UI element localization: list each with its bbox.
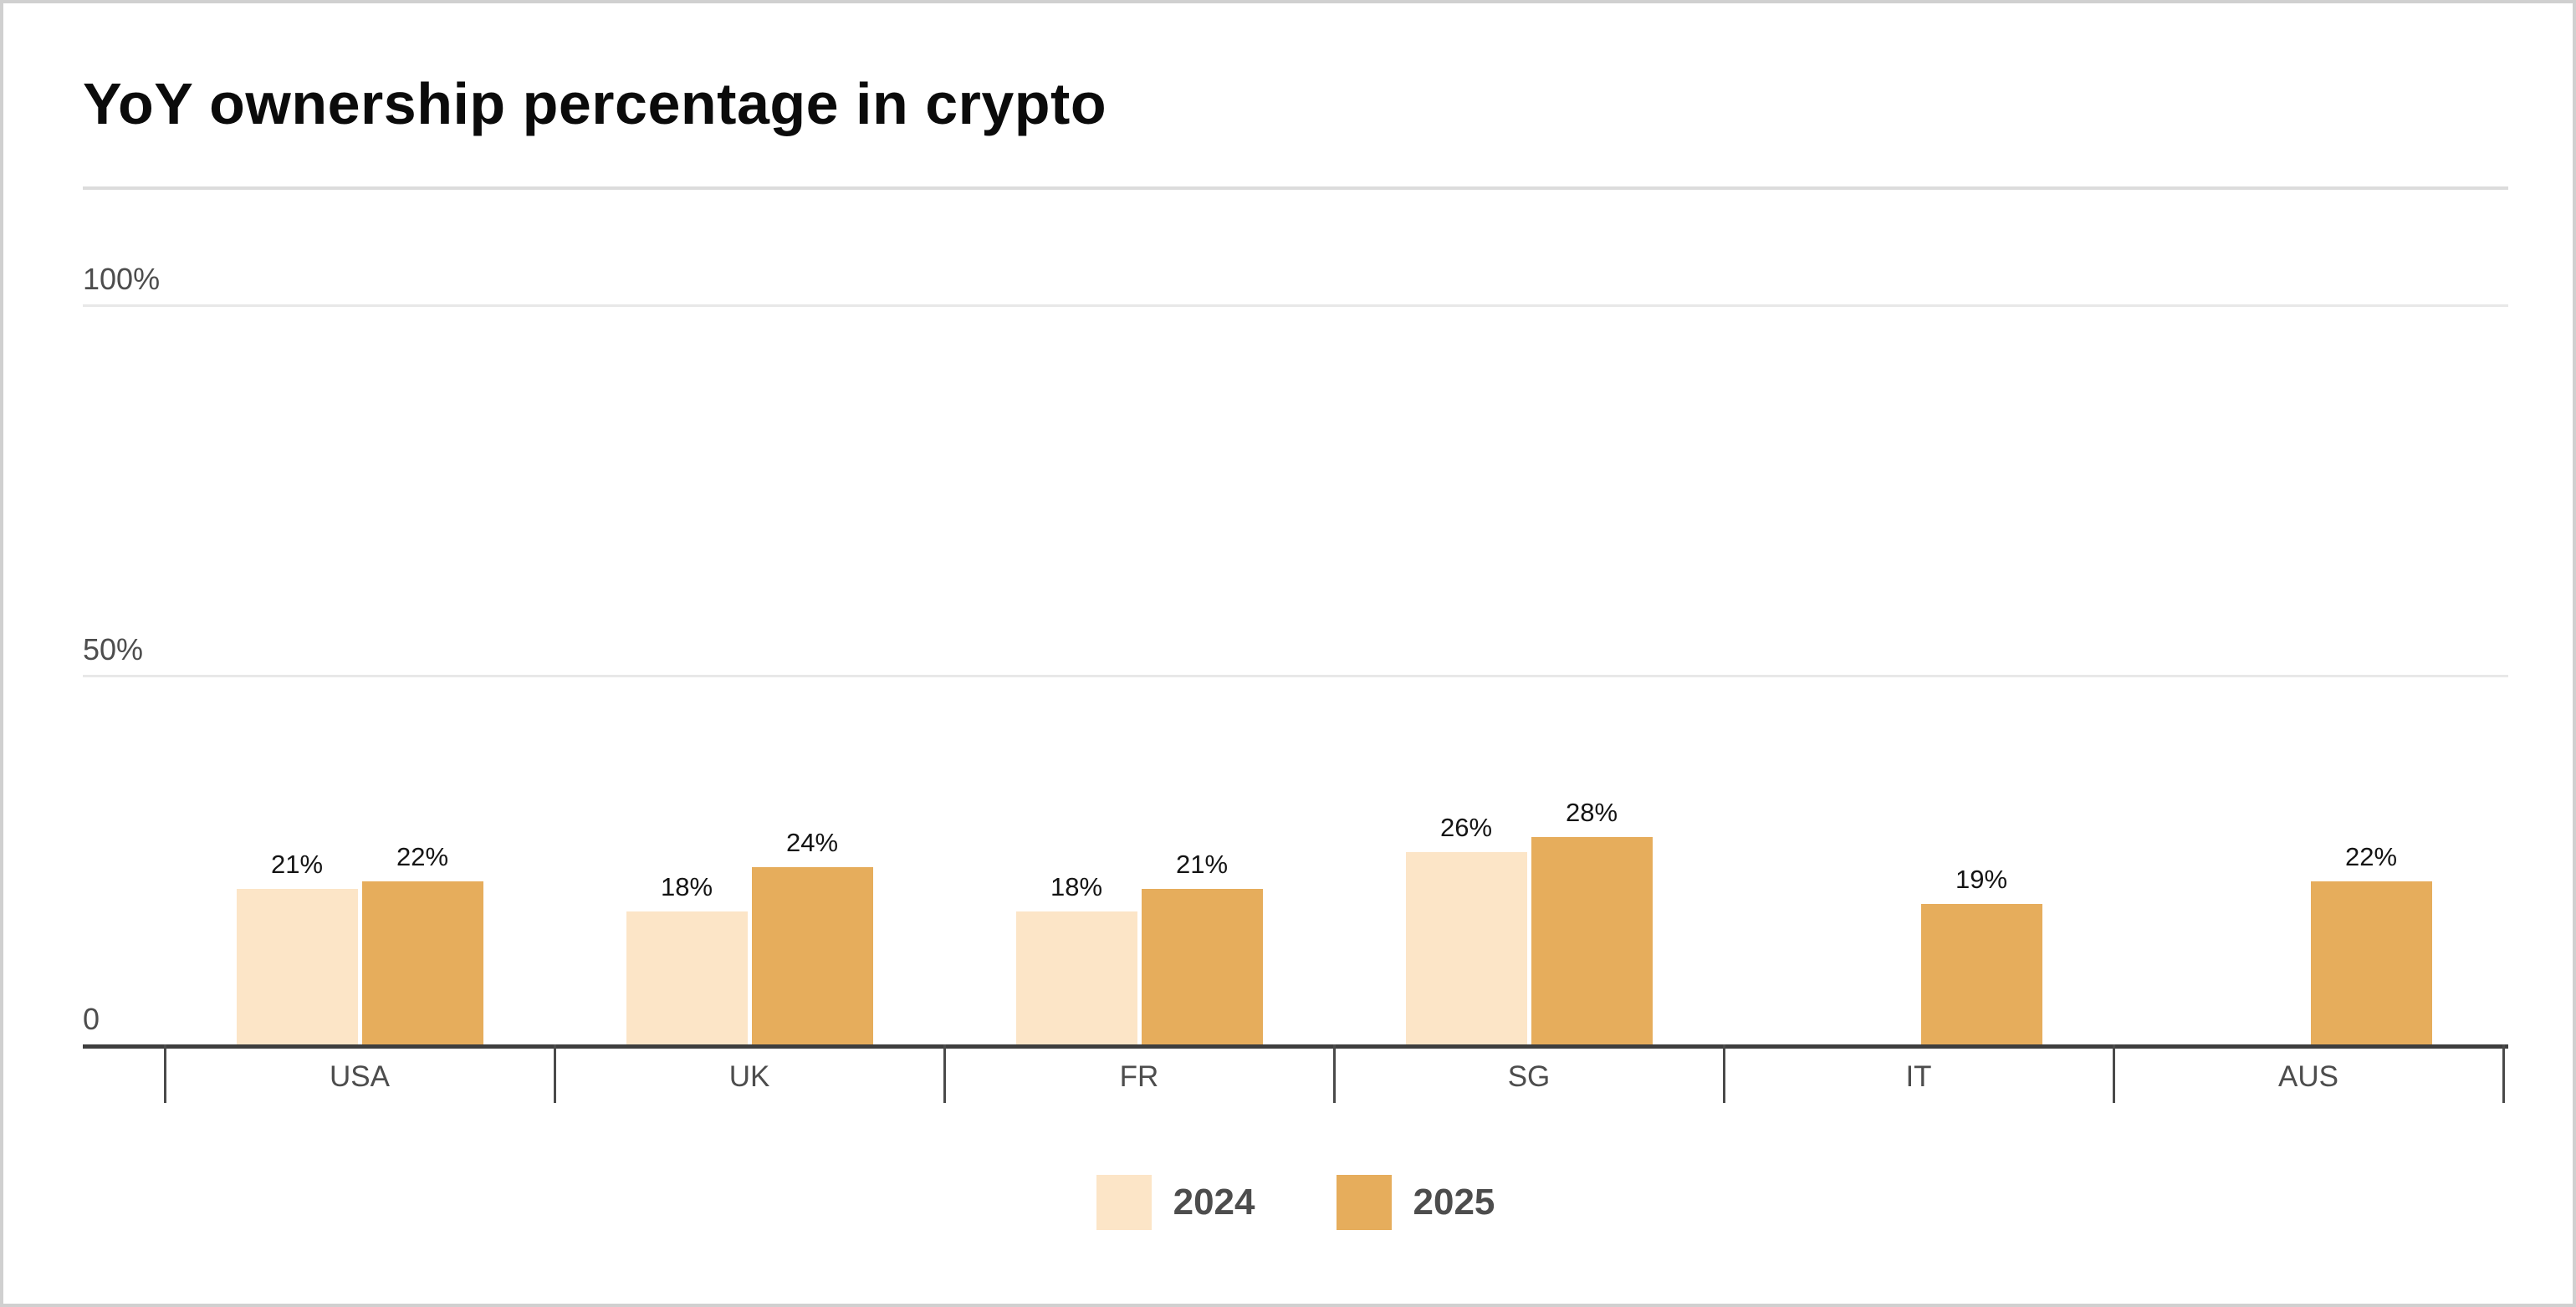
bar-value-label: 24%: [785, 827, 839, 857]
bar-2024-sg: 26%: [1405, 814, 1527, 1044]
x-axis-tick: [1723, 1044, 1725, 1103]
x-axis-tick: [1333, 1044, 1336, 1103]
category-label-usa: USA: [330, 1060, 390, 1093]
x-axis-tick: [2502, 1044, 2505, 1103]
bar-2024-fr: 18%: [1015, 874, 1137, 1044]
bar-value-label: 26%: [1439, 812, 1493, 842]
legend-item-2024: 2024: [1096, 1175, 1255, 1230]
bar-2025-uk: 24%: [751, 830, 873, 1044]
category-label-it: IT: [1905, 1060, 1932, 1093]
category-label-uk: UK: [728, 1060, 770, 1093]
bars-row: 21% 22% 18% 24% 18% 21% 26% 28% 19% 22%: [165, 187, 2503, 1044]
bar-2025-it: 19%: [1920, 866, 2042, 1044]
bar-value-label: 28%: [1565, 798, 1618, 828]
legend: 2024 2025: [83, 1175, 2508, 1230]
bar-group-uk: 18% 24%: [555, 187, 944, 1044]
bar-value-label: 22%: [2344, 842, 2398, 872]
plot-area: 0 50% 100% 21% 22% 18% 24% 18% 21% 26% 28% 19% 22%: [83, 187, 2508, 1044]
bar-value-label: 22%: [396, 842, 449, 872]
y-axis-label-50: 50%: [83, 631, 144, 666]
x-axis-tick: [554, 1044, 556, 1103]
x-axis-tick: [943, 1044, 946, 1103]
bar-group-aus: 22%: [2113, 187, 2503, 1044]
bar-2025-aus: 22%: [2310, 844, 2432, 1044]
x-axis-line: [83, 1044, 2508, 1049]
category-label-fr: FR: [1119, 1060, 1159, 1093]
legend-label-2024: 2024: [1173, 1182, 1255, 1223]
bar-group-it: 19%: [1724, 187, 2113, 1044]
category-label-aus: AUS: [2278, 1060, 2338, 1093]
legend-swatch-2024: [1096, 1175, 1152, 1230]
bar-group-fr: 18% 21%: [944, 187, 1334, 1044]
y-axis-label-0: 0: [83, 1002, 100, 1036]
bar-2025-usa: 22%: [361, 844, 483, 1044]
y-axis-label-100: 100%: [83, 262, 161, 296]
bar-2024-usa: 21%: [236, 851, 358, 1044]
bar-2025-fr: 21%: [1141, 851, 1263, 1044]
x-axis-tick: [164, 1044, 166, 1103]
category-label-sg: SG: [1507, 1060, 1551, 1093]
bar-2024-uk: 18%: [626, 874, 748, 1044]
bar-value-label: 18%: [1050, 871, 1103, 901]
gridline-100: [83, 304, 2508, 307]
bar-value-label: 21%: [270, 850, 324, 880]
chart-title: YoY ownership percentage in crypto: [83, 71, 1107, 136]
legend-swatch-2025: [1336, 1175, 1392, 1230]
x-axis-tick: [2113, 1044, 2115, 1103]
bar-group-sg: 26% 28%: [1334, 187, 1724, 1044]
x-axis-category-labels: USA UK FR SG IT AUS: [165, 1059, 2503, 1095]
gridline-50: [83, 674, 2508, 677]
legend-label-2025: 2025: [1413, 1182, 1495, 1223]
legend-item-2025: 2025: [1336, 1175, 1495, 1230]
bar-value-label: 19%: [1955, 864, 2008, 894]
bar-group-usa: 21% 22%: [165, 187, 555, 1044]
title-divider: [83, 186, 2508, 190]
bar-value-label: 18%: [660, 871, 713, 901]
bar-2025-sg: 28%: [1531, 799, 1653, 1044]
bar-value-label: 21%: [1175, 850, 1229, 880]
